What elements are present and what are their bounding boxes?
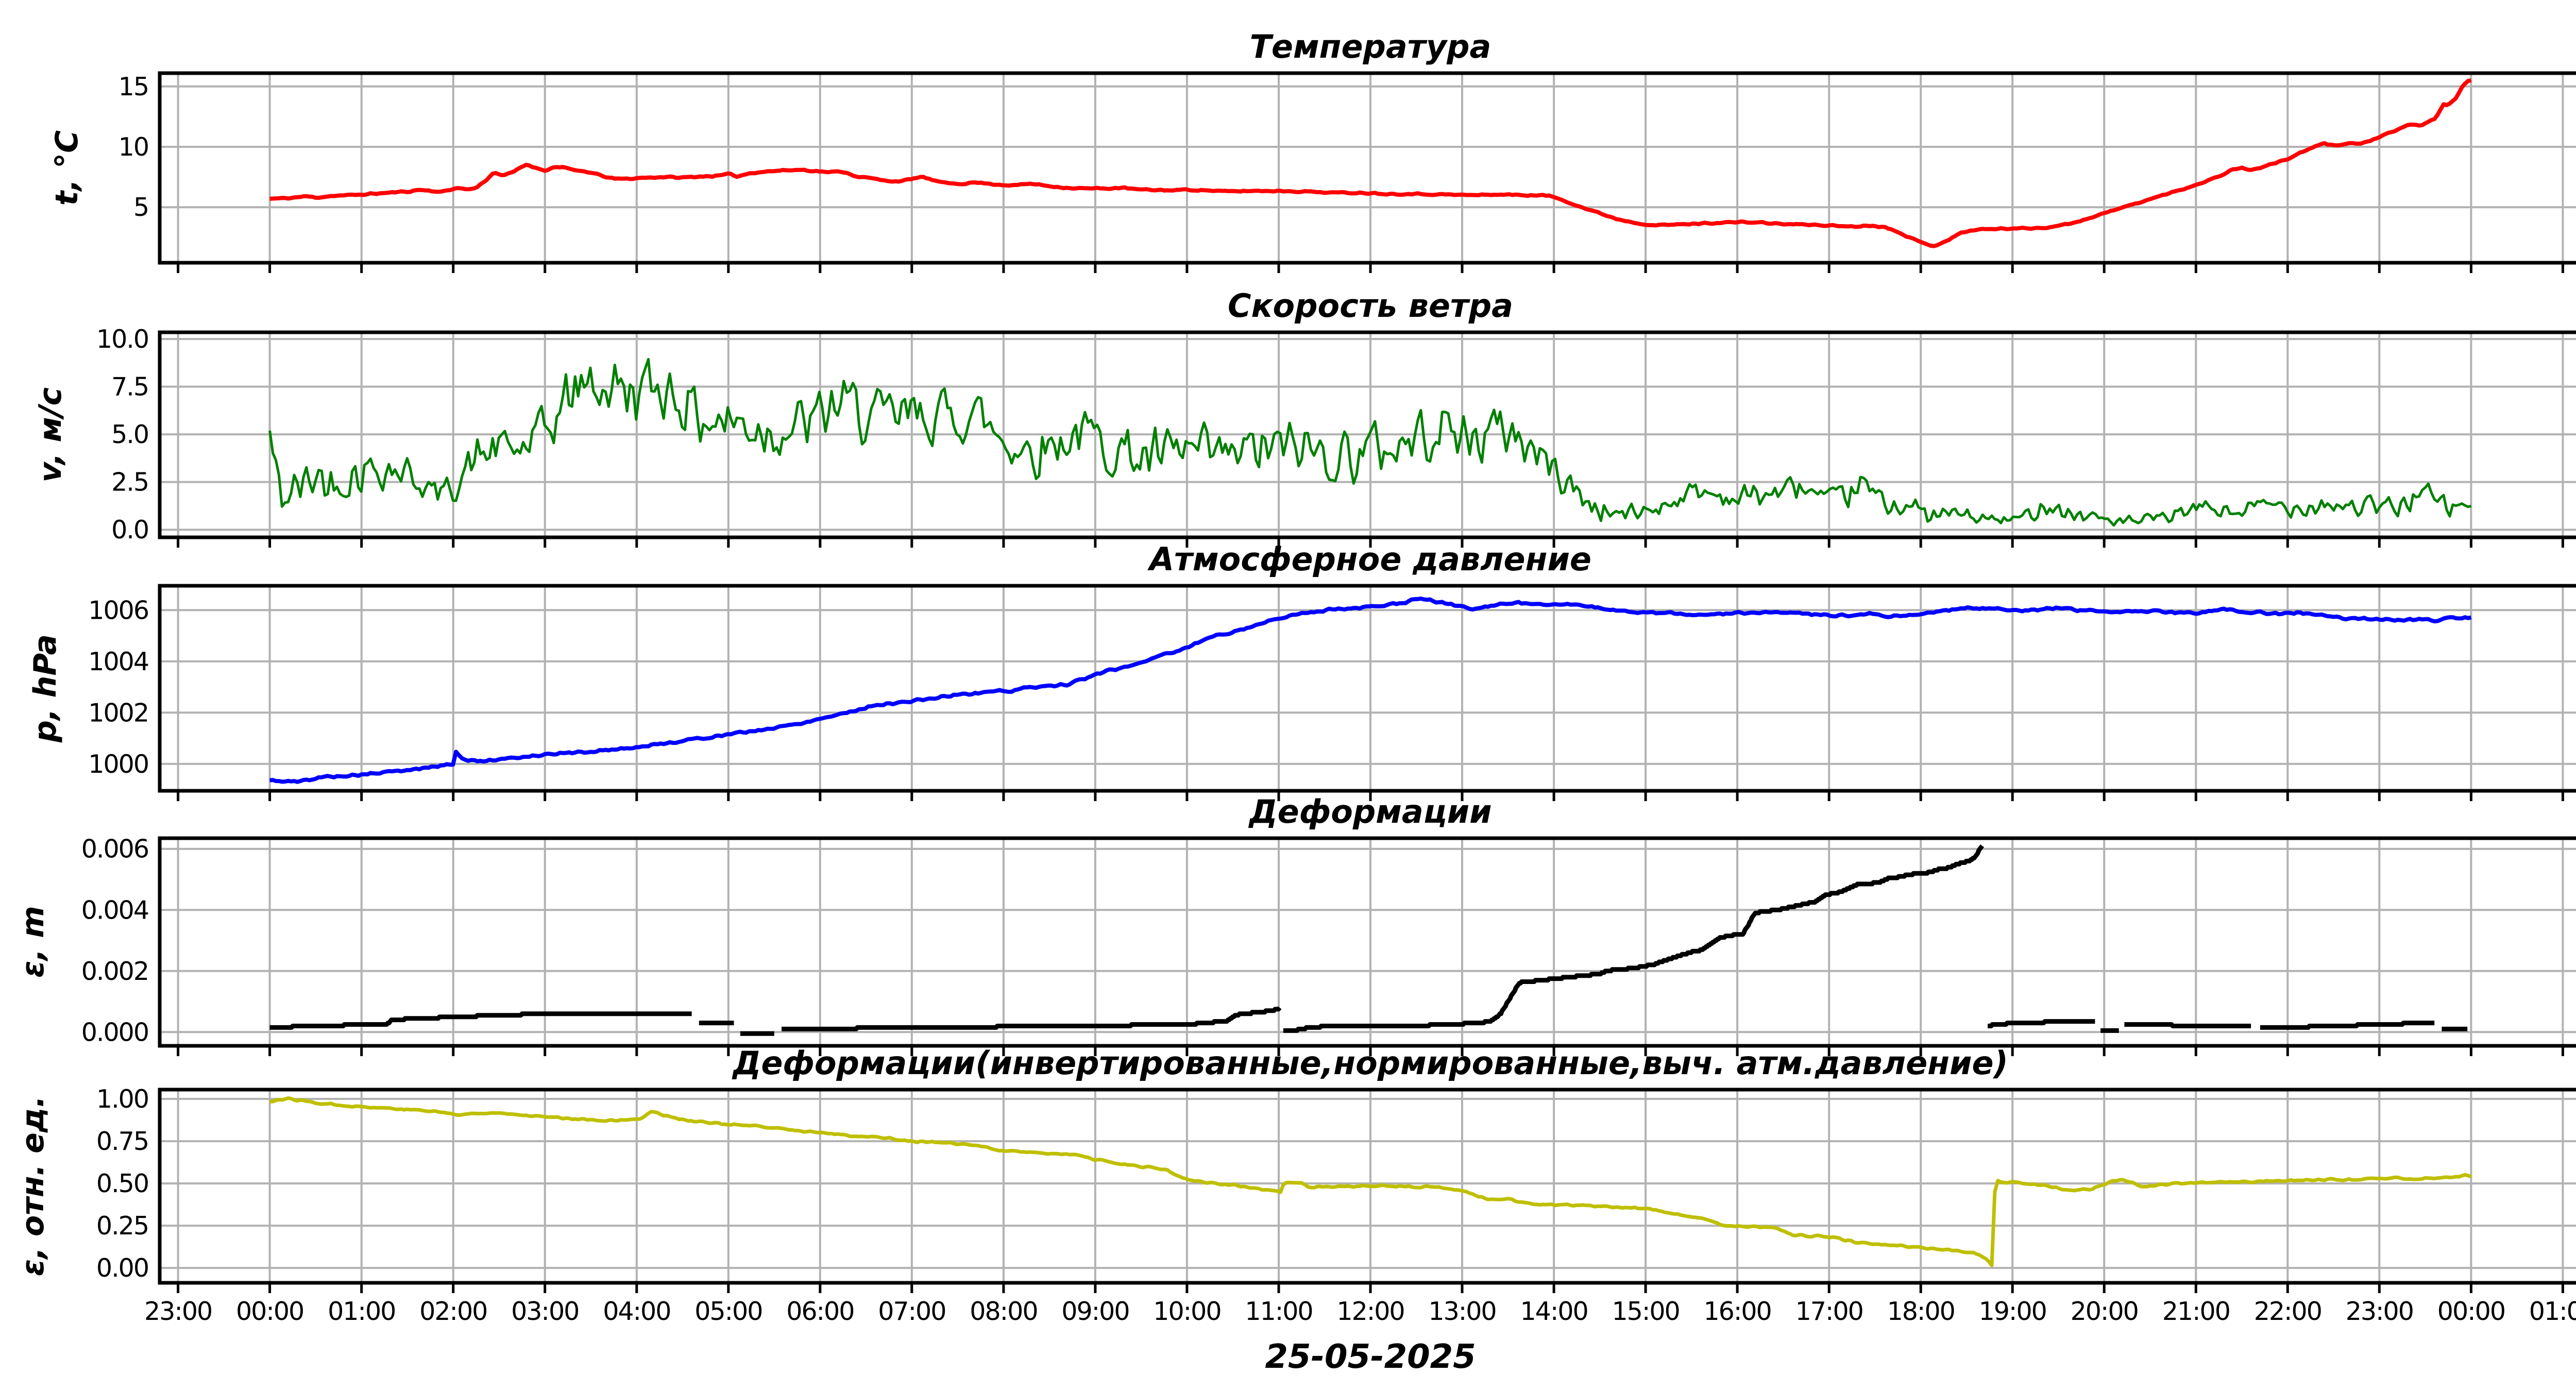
pressure-frame (158, 584, 2576, 793)
deformation-normalized-line (269, 1096, 2472, 1267)
xtick-label: 18:00 (1887, 1297, 1955, 1326)
pressure-line (269, 596, 2472, 784)
panel-pressure-title: Атмосферное давление (1147, 540, 1591, 578)
xtick-label: 10:00 (1153, 1297, 1221, 1326)
ylabel-temperature: t, °C (49, 130, 85, 206)
temperature-grid (160, 73, 2576, 263)
ylabel-deformation: ε, m (15, 906, 51, 978)
wind-ytick-label: 0.0 (111, 515, 148, 545)
deformation-ytick-label: 0.006 (81, 835, 148, 864)
pressure-ytick-label: 1002 (88, 698, 148, 727)
panel-deformation-title: Деформации (1248, 793, 1492, 830)
xtick-label: 13:00 (1428, 1297, 1496, 1326)
deformation-normalized-grid (160, 1090, 2576, 1283)
xtick-label: 16:00 (1703, 1297, 1771, 1326)
xtick-label: 01:00 (2529, 1297, 2576, 1326)
xtick-label: 15:00 (1612, 1297, 1679, 1326)
xtick-label: 07:00 (878, 1297, 945, 1326)
deformation-normalized-ytick-label: 1.00 (96, 1084, 148, 1114)
deformation-ytick-label: 0.004 (81, 895, 148, 925)
deformation-normalized-ytick-label: 0.00 (96, 1253, 148, 1283)
static-labels: Температура Скорость ветра Атмосферное д… (15, 28, 2008, 1376)
xtick-label: 19:00 (1979, 1297, 2046, 1326)
deformation-line (2259, 1021, 2436, 1030)
panel-deformation-norm-title: Деформации(инвертированные,нормированные… (732, 1044, 2008, 1082)
deformation-line (780, 1006, 1282, 1031)
temperature-ytick-label: 15 (118, 72, 148, 101)
deformation-series (268, 844, 2469, 1036)
pressure-ytick-label: 1004 (88, 647, 148, 676)
deformation-line (2123, 1022, 2252, 1028)
xtick-label: 14:00 (1520, 1297, 1587, 1326)
temperature-series (269, 78, 2472, 248)
deformation-ytick-label: 0.002 (81, 957, 148, 986)
panel-deformation: 0.000 0.002 0.004 0.006 (81, 835, 2576, 1056)
ylabel-pressure: p, hPa (27, 634, 63, 743)
deformation-normalized-series (269, 1096, 2472, 1267)
xtick-label: 09:00 (1061, 1297, 1129, 1326)
deformation-line (268, 1011, 693, 1030)
deformation-line (1986, 1019, 2096, 1028)
wind-ytick-label: 10.0 (96, 325, 148, 354)
panel-temperature-title: Температура (1250, 28, 1492, 65)
ylabel-deformation-norm: ε, отн. ед. (15, 1096, 51, 1276)
xtick-label: 00:00 (236, 1297, 303, 1326)
wind-grid (160, 332, 2576, 537)
xtick-label: 22:00 (2254, 1297, 2321, 1326)
deformation-ytick-label: 0.000 (81, 1017, 148, 1047)
xtick-label: 03:00 (511, 1297, 579, 1326)
pressure-grid (160, 586, 2576, 791)
temperature-ytick-label: 5 (133, 193, 148, 222)
panel-wind-title: Скорость ветра (1228, 287, 1513, 325)
wind-line (268, 358, 2472, 527)
xtick-label: 08:00 (970, 1297, 1037, 1326)
deformation-normalized-ytick-label: 0.50 (96, 1169, 148, 1198)
xtick-label: 20:00 (2071, 1297, 2138, 1326)
pressure-series (269, 596, 2472, 784)
wind-ytick-label: 2.5 (111, 468, 148, 497)
xtick-label: 11:00 (1245, 1297, 1312, 1326)
deformation-grid (160, 838, 2576, 1046)
xtick-label: 05:00 (694, 1297, 762, 1326)
xtick-label: 01:00 (328, 1297, 395, 1326)
xtick-label: 06:00 (786, 1297, 854, 1326)
ylabel-wind: v, м/с (32, 387, 69, 482)
xtick-label: 04:00 (603, 1297, 670, 1326)
wind-ytick-label: 7.5 (111, 372, 148, 402)
date-label: 25-05-2025 (1265, 1338, 1476, 1376)
xtick-label: 02:00 (419, 1297, 487, 1326)
xtick-label: 23:00 (144, 1297, 212, 1326)
panel-pressure: 1000 1002 1004 1006 (88, 584, 2576, 801)
panel-wind: 0.0 2.5 5.0 7.5 10.0 (96, 325, 2576, 548)
deformation-line (1282, 844, 1985, 1033)
xtick-label: 17:00 (1795, 1297, 1863, 1326)
xtick-label: 21:00 (2162, 1297, 2230, 1326)
panel-deformation-normalized: 0.00 0.25 0.50 0.75 1.00 23:00 00:00 01:00 02:00… (96, 1084, 2576, 1326)
pressure-ytick-label: 1000 (88, 750, 148, 779)
xtick-label: 00:00 (2437, 1297, 2505, 1326)
panel-temperature: 5 10 15 (118, 71, 2576, 273)
xtick-label: 23:00 (2346, 1297, 2413, 1326)
deformation-normalized-ytick-label: 0.25 (96, 1211, 148, 1241)
xtick-label: 12:00 (1336, 1297, 1404, 1326)
wind-ytick-label: 5.0 (111, 420, 148, 449)
wind-series (268, 358, 2472, 527)
temperature-line (269, 78, 2472, 248)
temperature-ytick-label: 10 (118, 132, 148, 162)
deformation-normalized-ytick-label: 0.75 (96, 1127, 148, 1156)
pressure-ytick-label: 1006 (88, 596, 148, 625)
